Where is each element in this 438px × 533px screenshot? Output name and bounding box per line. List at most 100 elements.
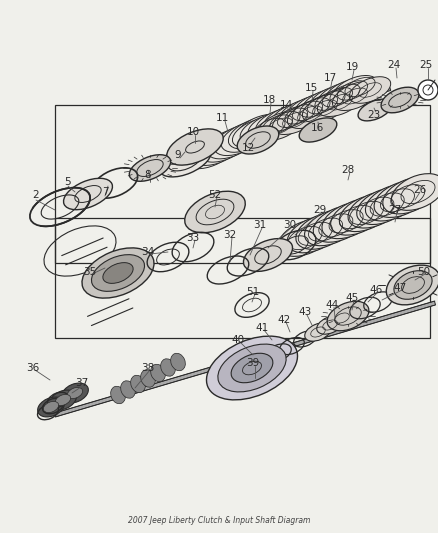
Ellipse shape xyxy=(304,209,357,246)
Text: 27: 27 xyxy=(388,205,401,215)
Ellipse shape xyxy=(49,390,76,410)
Ellipse shape xyxy=(328,309,354,327)
Text: 36: 36 xyxy=(26,363,39,373)
Ellipse shape xyxy=(140,370,155,387)
Text: 52: 52 xyxy=(208,190,221,200)
Text: 7: 7 xyxy=(102,187,108,197)
Ellipse shape xyxy=(382,177,435,214)
Text: 43: 43 xyxy=(298,307,311,317)
Ellipse shape xyxy=(293,92,338,121)
Bar xyxy=(55,218,429,338)
Ellipse shape xyxy=(91,255,144,292)
Text: 26: 26 xyxy=(413,185,426,195)
Ellipse shape xyxy=(150,364,165,382)
Text: 8: 8 xyxy=(145,170,151,180)
Ellipse shape xyxy=(349,77,390,103)
Ellipse shape xyxy=(364,184,417,221)
Text: 39: 39 xyxy=(246,358,259,368)
Ellipse shape xyxy=(286,216,339,253)
Text: 37: 37 xyxy=(75,378,88,388)
Ellipse shape xyxy=(304,323,331,341)
Ellipse shape xyxy=(316,82,361,111)
Ellipse shape xyxy=(287,100,332,128)
Text: 19: 19 xyxy=(345,62,358,72)
Text: 45: 45 xyxy=(345,293,358,303)
Ellipse shape xyxy=(257,111,302,141)
Ellipse shape xyxy=(82,248,154,298)
Text: 35: 35 xyxy=(83,267,96,277)
Text: 31: 31 xyxy=(253,220,266,230)
Ellipse shape xyxy=(55,394,71,406)
Text: 46: 46 xyxy=(368,285,382,295)
Text: 30: 30 xyxy=(283,220,296,230)
Ellipse shape xyxy=(237,126,278,154)
Ellipse shape xyxy=(214,124,262,156)
Ellipse shape xyxy=(385,265,438,305)
Ellipse shape xyxy=(299,118,336,142)
Text: 29: 29 xyxy=(313,205,326,215)
Ellipse shape xyxy=(64,179,112,209)
Ellipse shape xyxy=(278,220,331,256)
Ellipse shape xyxy=(170,353,185,371)
Ellipse shape xyxy=(324,79,369,108)
Ellipse shape xyxy=(330,198,383,235)
Ellipse shape xyxy=(192,134,241,165)
Text: 15: 15 xyxy=(304,83,317,93)
Ellipse shape xyxy=(286,95,331,124)
Ellipse shape xyxy=(232,118,277,148)
Text: 34: 34 xyxy=(141,247,154,257)
Ellipse shape xyxy=(247,112,292,141)
Text: 51: 51 xyxy=(246,287,259,297)
Ellipse shape xyxy=(309,85,354,115)
Ellipse shape xyxy=(166,129,223,165)
Text: 18: 18 xyxy=(262,95,275,105)
Ellipse shape xyxy=(228,118,277,149)
Ellipse shape xyxy=(221,121,269,152)
Ellipse shape xyxy=(240,115,285,144)
Ellipse shape xyxy=(129,155,170,181)
Text: 32: 32 xyxy=(223,230,236,240)
Ellipse shape xyxy=(272,106,317,134)
Ellipse shape xyxy=(373,181,426,217)
Ellipse shape xyxy=(317,87,362,117)
Ellipse shape xyxy=(217,344,286,392)
Ellipse shape xyxy=(393,271,431,300)
Ellipse shape xyxy=(120,381,135,398)
Ellipse shape xyxy=(316,316,343,334)
Ellipse shape xyxy=(295,213,348,249)
Text: 50: 50 xyxy=(417,267,430,277)
Text: 23: 23 xyxy=(367,110,380,120)
Ellipse shape xyxy=(263,106,307,134)
Ellipse shape xyxy=(43,401,59,413)
Ellipse shape xyxy=(391,174,438,211)
Ellipse shape xyxy=(301,88,346,118)
Text: 40: 40 xyxy=(231,335,244,345)
Text: 5: 5 xyxy=(64,177,71,187)
Ellipse shape xyxy=(380,87,418,113)
Ellipse shape xyxy=(302,93,347,123)
Ellipse shape xyxy=(321,202,374,239)
Ellipse shape xyxy=(278,99,323,127)
Ellipse shape xyxy=(356,188,409,224)
Ellipse shape xyxy=(67,387,82,399)
Ellipse shape xyxy=(185,138,234,169)
Text: 38: 38 xyxy=(141,363,154,373)
Polygon shape xyxy=(149,86,390,172)
Ellipse shape xyxy=(61,383,88,403)
Ellipse shape xyxy=(339,195,392,231)
Ellipse shape xyxy=(38,397,64,417)
Text: 25: 25 xyxy=(418,60,431,70)
Text: 16: 16 xyxy=(310,123,323,133)
Text: 10: 10 xyxy=(186,127,199,137)
Text: 2007 Jeep Liberty Clutch & Input Shaft Diagram: 2007 Jeep Liberty Clutch & Input Shaft D… xyxy=(128,516,310,525)
Ellipse shape xyxy=(326,301,368,331)
Ellipse shape xyxy=(184,191,245,233)
Ellipse shape xyxy=(199,131,248,162)
Ellipse shape xyxy=(206,127,255,159)
Ellipse shape xyxy=(270,102,315,131)
Ellipse shape xyxy=(158,143,211,177)
Ellipse shape xyxy=(230,353,272,383)
Ellipse shape xyxy=(332,82,377,110)
Polygon shape xyxy=(54,301,434,417)
Text: 44: 44 xyxy=(325,300,338,310)
